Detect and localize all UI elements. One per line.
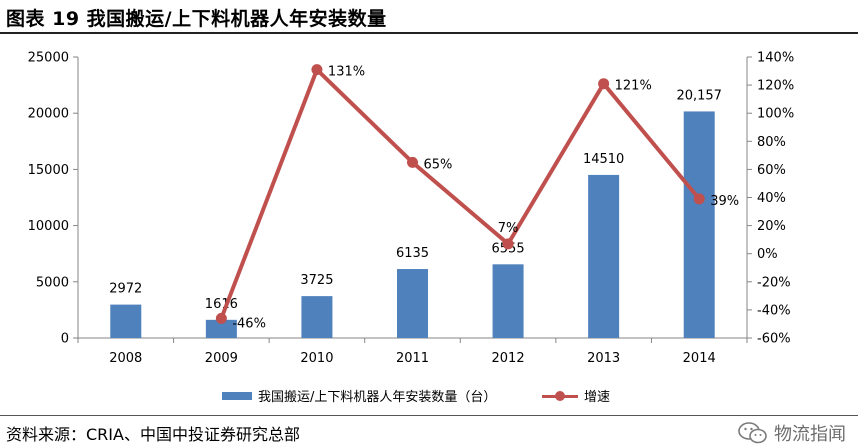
right-tick-label: 40% xyxy=(757,191,786,206)
left-tick-label: 20000 xyxy=(28,107,69,122)
growth-point xyxy=(215,312,227,324)
watermark: 物流指闻 xyxy=(738,420,846,446)
right-tick-label: 0% xyxy=(757,247,778,262)
left-tick-label: 25000 xyxy=(28,51,69,66)
growth-point xyxy=(407,156,418,168)
bar-value-label: 2972 xyxy=(109,282,142,297)
x-tick-label: 2010 xyxy=(300,351,333,366)
growth-value-label: 121% xyxy=(615,79,652,94)
right-tick-label: -40% xyxy=(757,303,791,318)
legend-line-label: 增速 xyxy=(584,390,611,405)
bar-value-label: 6135 xyxy=(396,246,429,261)
growth-point xyxy=(502,238,514,250)
growth-line xyxy=(219,67,701,320)
bar xyxy=(205,319,237,338)
bar-value-label: 3725 xyxy=(300,273,333,288)
bar xyxy=(492,264,524,338)
legend: 我国搬运/上下料机器人年安装数量（台） 增速 xyxy=(0,378,858,408)
legend-line-swatch xyxy=(542,390,578,402)
bar xyxy=(301,296,333,338)
left-tick-label: 10000 xyxy=(28,219,69,234)
wechat-icon xyxy=(738,422,767,444)
left-tick-label: 0 xyxy=(61,332,69,347)
right-tick-label: 120% xyxy=(757,79,794,94)
bar xyxy=(683,111,715,338)
bar-value-label: 20,157 xyxy=(676,88,722,103)
right-tick-label: 80% xyxy=(757,135,786,150)
bar-value-label: 14510 xyxy=(583,152,624,167)
growth-point xyxy=(693,193,705,205)
growth-value-label: -46% xyxy=(232,316,266,331)
legend-item-line: 增速 xyxy=(542,386,610,405)
right-tick-label: 60% xyxy=(757,163,786,178)
x-tick-label: 2014 xyxy=(683,351,716,366)
left-tick-label: 5000 xyxy=(36,275,69,290)
title-divider xyxy=(0,32,858,34)
growth-value-label: 39% xyxy=(710,194,739,209)
bar xyxy=(588,174,620,338)
right-tick-label: 100% xyxy=(757,107,794,122)
right-tick-label: -20% xyxy=(757,275,791,290)
chart-title: 图表 19 我国搬运/上下料机器人年安装数量 xyxy=(6,8,387,30)
growth-point xyxy=(311,64,323,76)
growth-value-label: 131% xyxy=(328,65,365,80)
legend-bar-swatch xyxy=(222,391,252,400)
growth-value-label: 65% xyxy=(424,157,453,172)
growth-value-label: 7% xyxy=(498,221,519,236)
chart-area: 0 5000 10000 15000 20000 25000 -60% -40% -20% 0% 2… xyxy=(28,51,795,367)
source-note: 资料来源：CRIA、中国中投证券研究总部 xyxy=(6,425,300,444)
legend-bar-label: 我国搬运/上下料机器人年安装数量（台） xyxy=(258,390,497,405)
footer-divider xyxy=(0,415,858,416)
x-tick-label: 2012 xyxy=(492,351,525,366)
bar-value-label: 1616 xyxy=(205,297,238,312)
x-tick-label: 2009 xyxy=(205,351,238,366)
bar xyxy=(110,304,142,338)
legend-item-bars: 我国搬运/上下料机器人年安装数量（台） xyxy=(222,386,496,405)
x-tick-label: 2011 xyxy=(396,351,429,366)
left-tick-label: 15000 xyxy=(28,163,69,178)
right-tick-label: 20% xyxy=(757,219,786,234)
right-tick-label: -60% xyxy=(757,332,791,347)
x-tick-label: 2013 xyxy=(587,351,620,366)
bar xyxy=(397,269,428,338)
growth-point xyxy=(598,78,610,90)
right-tick-label: 140% xyxy=(757,51,794,66)
watermark-text: 物流指闻 xyxy=(774,424,846,445)
x-tick-label: 2008 xyxy=(109,351,142,366)
